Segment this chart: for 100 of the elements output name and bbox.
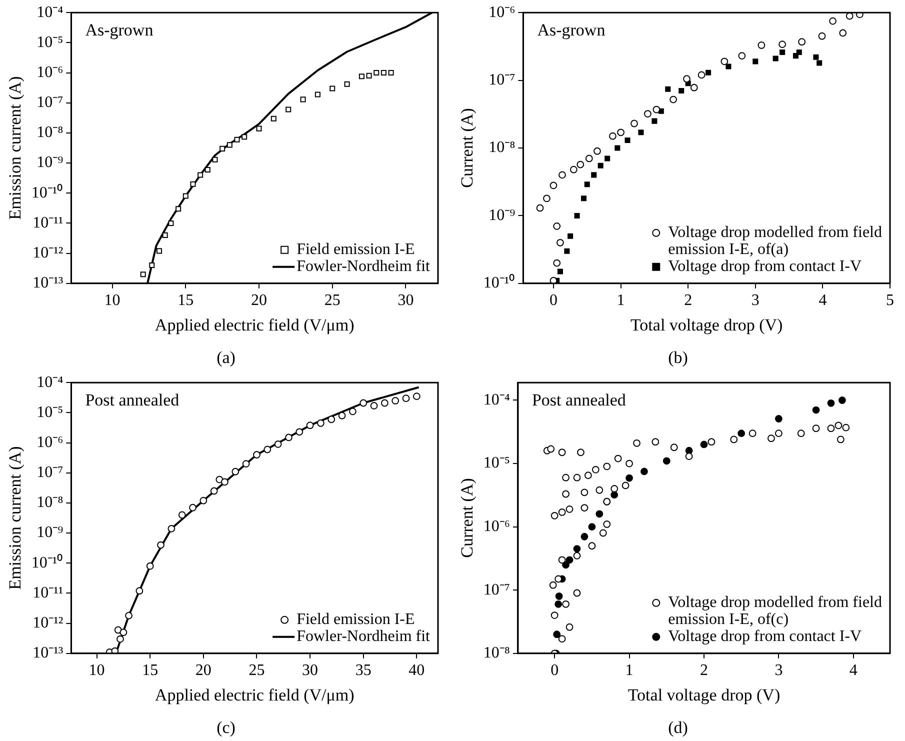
point	[573, 545, 581, 552]
point	[360, 399, 368, 407]
x-tick-label: 15	[178, 292, 194, 310]
point	[190, 181, 196, 187]
point	[330, 86, 336, 92]
point	[588, 523, 596, 531]
point	[748, 430, 756, 438]
point	[816, 60, 822, 66]
x-tick-label: 20	[195, 662, 212, 680]
point	[306, 422, 314, 430]
point	[827, 424, 835, 432]
point	[557, 268, 563, 274]
point	[574, 212, 580, 218]
x-tick-label: 0	[549, 292, 558, 310]
point	[328, 416, 336, 424]
point	[818, 32, 826, 40]
point	[568, 233, 574, 239]
x-tick-label: 30	[302, 662, 318, 680]
point	[168, 524, 176, 532]
point	[156, 248, 162, 254]
point	[720, 58, 728, 66]
x-tick-label: 4	[818, 292, 827, 310]
point	[314, 92, 320, 98]
point	[576, 160, 584, 168]
point	[256, 126, 262, 132]
point	[812, 424, 820, 432]
x-tick-label: 4	[849, 662, 858, 680]
point	[610, 491, 618, 499]
point	[550, 612, 558, 619]
point	[380, 70, 386, 76]
point	[286, 106, 292, 112]
point	[264, 446, 272, 454]
point	[690, 84, 698, 92]
legend-label: Voltage drop from contact I-V	[668, 628, 862, 646]
point	[564, 248, 570, 254]
legend-label: Field emission I-E	[296, 241, 415, 258]
legend-label: Voltage drop modelled from field emission I-E, of(a)	[668, 224, 882, 258]
point	[617, 128, 624, 136]
x-tick-label: 10	[88, 662, 105, 680]
point	[644, 110, 652, 118]
point	[577, 448, 584, 456]
point	[730, 436, 738, 444]
point	[388, 70, 394, 76]
point	[652, 118, 658, 124]
point	[168, 220, 174, 226]
point	[550, 512, 558, 520]
point	[566, 505, 574, 513]
y-tick-label: 10⁻⁹	[36, 524, 64, 542]
point	[370, 402, 378, 410]
y-tick-label: 10⁻⁹	[488, 206, 516, 224]
point	[798, 38, 806, 46]
point	[592, 466, 600, 474]
point	[580, 504, 588, 512]
point	[633, 439, 640, 447]
point	[626, 460, 633, 468]
point	[344, 81, 350, 87]
legend-label: Fowler-Nordheim fit	[296, 258, 431, 276]
point	[610, 485, 618, 492]
point	[125, 612, 132, 620]
point	[581, 196, 587, 202]
point	[220, 146, 226, 152]
y-tick-label: 10⁻⁶	[36, 64, 64, 81]
point	[768, 434, 775, 442]
point	[708, 438, 716, 446]
point	[846, 12, 854, 20]
point	[774, 430, 782, 438]
point	[813, 54, 819, 60]
point	[234, 136, 240, 142]
y-tick-label: 10⁻¹¹	[32, 214, 64, 232]
y-tick-label: 10⁻⁹	[36, 154, 64, 172]
point	[573, 474, 581, 482]
annotation: Post annealed	[532, 390, 626, 410]
point	[114, 626, 122, 634]
point	[603, 520, 611, 528]
point	[558, 448, 566, 456]
point	[591, 172, 597, 178]
point	[146, 562, 154, 570]
point	[543, 194, 550, 202]
y-tick-label: 10⁻¹⁰	[31, 183, 64, 202]
point	[609, 132, 616, 140]
point	[550, 276, 558, 284]
y-tick-label: 10⁻⁶	[36, 434, 64, 451]
y-tick-label: 10⁻¹³	[32, 644, 64, 662]
point	[547, 445, 555, 453]
x-tick-label: 25	[324, 292, 340, 310]
y-tick-label: 10⁻⁸	[483, 644, 510, 662]
point	[392, 397, 400, 404]
point	[599, 529, 607, 537]
point	[796, 49, 802, 55]
text: (d)	[667, 718, 689, 738]
point	[598, 162, 604, 168]
y-tick-label: 10⁻¹⁰	[31, 553, 64, 572]
point	[232, 468, 240, 476]
point	[553, 630, 561, 638]
point	[558, 508, 566, 516]
point	[570, 166, 578, 174]
x-axis-title: Total voltage drop (V)	[630, 315, 783, 334]
point	[566, 623, 574, 631]
point	[726, 64, 732, 70]
point	[834, 422, 842, 430]
